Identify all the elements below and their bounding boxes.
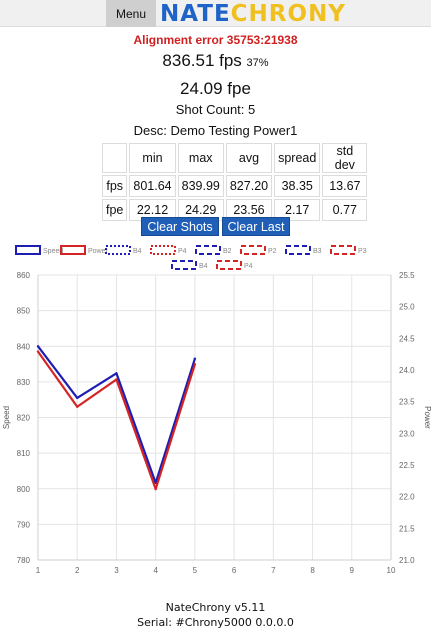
legend-swatch xyxy=(285,245,311,255)
x-tick-label: 1 xyxy=(36,566,41,575)
table-cell: fpe xyxy=(102,199,128,221)
y-axis-title: Speed xyxy=(2,406,11,429)
y2-tick-label: 24.0 xyxy=(399,366,415,375)
legend-label: P3 xyxy=(358,248,367,255)
clear-shots-button[interactable]: Clear Shots xyxy=(141,217,219,236)
fps-readout: 836.51 fps 37% xyxy=(0,51,431,71)
footer-serial: Serial: #Chrony5000 0.0.0.0 xyxy=(137,616,294,629)
data-point-power xyxy=(154,487,157,491)
y2-tick-label: 21.5 xyxy=(399,524,415,533)
data-point-speed xyxy=(193,357,197,360)
data-point-power xyxy=(115,378,118,381)
x-tick-label: 8 xyxy=(310,566,315,575)
clear-last-button[interactable]: Clear Last xyxy=(222,217,290,236)
y-tick-label: 850 xyxy=(17,307,31,316)
y-tick-label: 790 xyxy=(17,520,31,529)
data-point-speed xyxy=(36,345,40,348)
table-header-cell: std dev xyxy=(322,143,368,173)
table-cell: 801.64 xyxy=(129,175,176,197)
legend-label: B3 xyxy=(313,248,322,255)
legend-swatch xyxy=(60,245,86,255)
x-tick-label: 9 xyxy=(350,566,355,575)
shot-count: Shot Count: 5 xyxy=(175,102,256,117)
table-cell: 13.67 xyxy=(322,175,368,197)
x-tick-label: 10 xyxy=(387,566,396,575)
table-cell: fps xyxy=(102,175,128,197)
legend-label: B4 xyxy=(199,263,208,270)
legend-swatch xyxy=(216,260,242,270)
legend-label: B4 xyxy=(133,248,142,255)
legend-label: B2 xyxy=(223,248,232,255)
y2-tick-label: 22.5 xyxy=(399,461,415,470)
x-tick-label: 6 xyxy=(232,566,237,575)
y-tick-label: 860 xyxy=(17,271,31,280)
legend-swatch xyxy=(195,245,221,255)
y-tick-label: 840 xyxy=(17,342,31,351)
legend-label: P4 xyxy=(244,263,253,270)
y2-tick-label: 23.5 xyxy=(399,398,415,407)
table-cell: 0.77 xyxy=(322,199,368,221)
table-header-row: min max avg spread std dev xyxy=(102,143,368,173)
x-tick-label: 7 xyxy=(271,566,276,575)
menu-button[interactable]: Menu xyxy=(106,0,156,27)
fps-percent: 37% xyxy=(246,57,269,69)
y-tick-label: 820 xyxy=(17,414,31,423)
data-point-power xyxy=(193,363,197,366)
data-point-power xyxy=(76,405,79,408)
fpe-readout: 24.09 fpe xyxy=(180,79,251,98)
top-bar: Menu NATE CHRONY xyxy=(0,0,431,27)
y2-axis-title: Power xyxy=(423,406,431,429)
app-logo: NATE CHRONY xyxy=(160,0,346,27)
table-header-cell: max xyxy=(177,143,224,173)
x-tick-label: 5 xyxy=(193,566,198,575)
legend-label: Power xyxy=(88,248,109,255)
legend-swatch xyxy=(15,245,41,255)
data-point-speed xyxy=(115,372,118,375)
table-cell: 38.35 xyxy=(274,175,321,197)
legend-label: Speed xyxy=(43,248,63,255)
legend-label: P2 xyxy=(268,248,277,255)
y-tick-label: 810 xyxy=(17,449,31,458)
table-row: fps 801.64 839.99 827.20 38.35 13.67 xyxy=(102,175,368,197)
logo-nate: NATE xyxy=(160,0,231,27)
y2-tick-label: 21.0 xyxy=(399,556,415,565)
legend-label: P4 xyxy=(178,248,187,255)
y-tick-label: 800 xyxy=(17,485,31,494)
data-point-power xyxy=(36,350,40,353)
y2-tick-label: 25.5 xyxy=(399,271,415,280)
legend-swatch xyxy=(171,260,197,270)
table-header-cell: avg xyxy=(225,143,273,173)
table-cell: 839.99 xyxy=(177,175,224,197)
stats-table: min max avg spread std dev fps 801.64 83… xyxy=(100,141,369,223)
footer-version: NateChrony v5.11 xyxy=(165,601,266,614)
table-cell: 2.17 xyxy=(274,199,321,221)
legend-swatch xyxy=(150,245,176,255)
alignment-error-text: Alignment error 35753:21938 xyxy=(133,33,298,47)
x-tick-label: 2 xyxy=(75,566,80,575)
y-tick-label: 830 xyxy=(17,378,31,387)
description: Desc: Demo Testing Power1 xyxy=(133,123,298,138)
y2-tick-label: 22.0 xyxy=(399,493,415,502)
y2-tick-label: 25.0 xyxy=(399,303,415,312)
table-cell: 827.20 xyxy=(225,175,273,197)
table-row: fpe 22.12 24.29 23.56 2.17 0.77 xyxy=(102,199,368,221)
table-header-cell: min xyxy=(129,143,176,173)
logo-chrony: CHRONY xyxy=(230,0,346,27)
y2-tick-label: 23.0 xyxy=(399,429,415,438)
legend-swatch xyxy=(105,245,131,255)
legend-swatch xyxy=(240,245,266,255)
fps-value: 836.51 fps xyxy=(162,51,242,70)
y-tick-label: 780 xyxy=(17,556,31,565)
x-tick-label: 3 xyxy=(114,566,119,575)
table-header-cell xyxy=(102,143,128,173)
legend-swatch xyxy=(330,245,356,255)
table-header-cell: spread xyxy=(274,143,321,173)
data-point-speed xyxy=(76,396,79,400)
y2-tick-label: 24.5 xyxy=(399,334,415,343)
x-tick-label: 4 xyxy=(153,566,158,575)
